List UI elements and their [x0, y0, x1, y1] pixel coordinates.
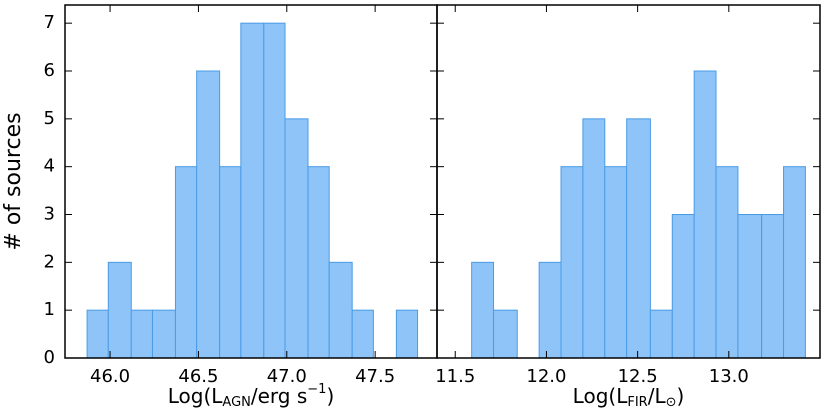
- x-tick-label: 46.0: [90, 366, 130, 387]
- y-tick-label: 1: [44, 299, 55, 320]
- bar: [604, 166, 628, 359]
- y-tick-label: 3: [44, 204, 55, 225]
- bar: [351, 309, 374, 359]
- x-axis-label-part: −1: [307, 382, 326, 397]
- bar: [307, 166, 330, 359]
- y-tick-label: 0: [44, 347, 55, 368]
- x-axis-label: Log(LAGN/erg s−1): [168, 382, 335, 410]
- bar: [493, 309, 518, 359]
- bar: [240, 22, 265, 359]
- bar: [671, 214, 695, 359]
- x-axis-label-part: FIR: [627, 395, 647, 410]
- x-axis-label-part: ⊙: [666, 395, 677, 410]
- bar: [219, 166, 242, 359]
- bar: [196, 70, 221, 359]
- x-tick-label: 12.0: [526, 366, 566, 387]
- bar: [284, 118, 309, 359]
- bar: [174, 166, 198, 359]
- x-axis-label-part: ): [326, 384, 334, 408]
- bar: [649, 309, 673, 359]
- bar: [538, 261, 562, 359]
- bar: [582, 118, 606, 359]
- x-tick-label: 46.5: [178, 366, 218, 387]
- bar: [761, 214, 785, 359]
- x-tick-label: 11.5: [435, 366, 475, 387]
- y-axis-label: # of sources: [1, 112, 26, 250]
- x-axis-label-part: Log(L: [573, 384, 629, 408]
- bar: [626, 118, 651, 359]
- y-tick-label: 2: [44, 251, 55, 272]
- bar: [86, 309, 109, 359]
- bar: [328, 261, 353, 359]
- x-axis-label-part: AGN: [222, 395, 250, 410]
- bar: [151, 309, 176, 359]
- x-tick-label: 47.0: [267, 366, 307, 387]
- bar: [471, 261, 495, 359]
- bar: [737, 214, 763, 359]
- bar: [395, 309, 419, 359]
- bar: [715, 166, 739, 359]
- x-axis-label-part: ): [677, 384, 685, 408]
- x-axis-label-part: /erg s: [251, 384, 307, 408]
- plot-frame: [436, 4, 821, 359]
- x-axis-label-part: Log(L: [168, 384, 224, 408]
- y-tick-label: 5: [44, 108, 55, 129]
- bar: [560, 166, 584, 359]
- bar: [130, 309, 153, 359]
- y-tick-label: 4: [44, 156, 55, 177]
- bar: [783, 166, 806, 359]
- x-tick-label: 13.0: [709, 366, 749, 387]
- y-tick-label: 6: [44, 60, 55, 81]
- bar: [107, 261, 132, 359]
- bar: [693, 70, 717, 359]
- y-tick-label: 7: [44, 12, 55, 33]
- x-tick-label: 47.5: [355, 366, 395, 387]
- bar: [263, 22, 286, 359]
- x-tick-label: 12.5: [618, 366, 658, 387]
- x-axis-label: Log(LFIR/L⊙): [573, 384, 685, 410]
- x-axis-label-part: /L: [648, 384, 667, 408]
